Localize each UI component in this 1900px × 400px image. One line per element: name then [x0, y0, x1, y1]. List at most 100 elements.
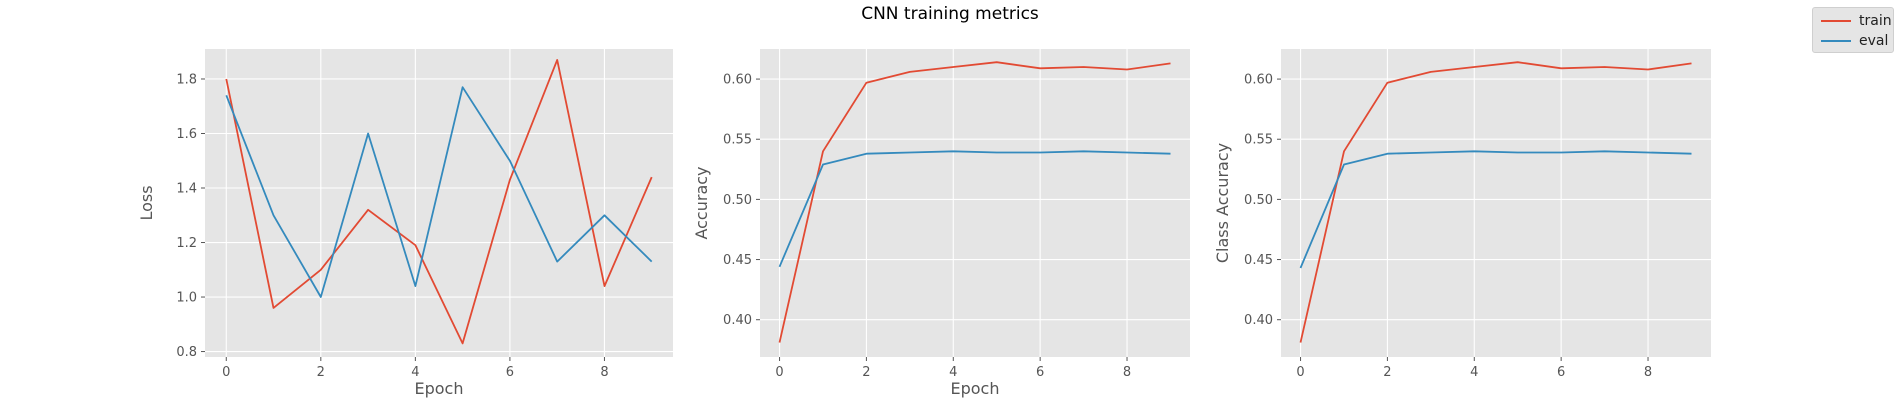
- panel-1-point-eval: [225, 94, 227, 96]
- panel-2-point-train: [865, 81, 867, 83]
- panel-2-point-train: [909, 71, 911, 73]
- panel-1-y-tick-label: 1.2: [176, 236, 197, 251]
- panel-1-x-tick-label: 6: [506, 365, 514, 380]
- panel-3-x-tick-label: 4: [1470, 365, 1478, 380]
- panel-2-y-tick-label: 0.60: [723, 73, 752, 88]
- panel-3-point-eval: [1647, 151, 1649, 153]
- panel-2-y-tick-label: 0.40: [723, 313, 752, 328]
- panel-3-point-train: [1560, 67, 1562, 69]
- panel-2-point-train: [778, 341, 780, 343]
- panel-2-point-eval: [1039, 151, 1041, 153]
- panel-3-point-train: [1517, 61, 1519, 63]
- panel-2-point-eval: [996, 151, 998, 153]
- panel-3-point-eval: [1690, 152, 1692, 154]
- panel-1-point-eval: [272, 214, 274, 216]
- panel-1-point-train: [603, 285, 605, 287]
- panel-2-x-tick-label: 2: [862, 365, 870, 380]
- panel-1-point-train: [225, 78, 227, 80]
- panel-2-point-eval: [822, 163, 824, 165]
- panel-2-y-axis-label: Accuracy: [692, 166, 711, 239]
- panel-1-point-train: [272, 307, 274, 309]
- panel-1-point-train: [414, 244, 416, 246]
- panel-1-x-axis-label: Epoch: [415, 379, 464, 398]
- legend-swatch-eval: [1821, 40, 1851, 42]
- panel-1-point-eval: [556, 260, 558, 262]
- legend-label-eval: eval: [1859, 33, 1889, 49]
- panel-2-x-tick-label: 8: [1123, 365, 1131, 380]
- panel-3-point-train: [1299, 341, 1301, 343]
- panel-1-point-eval: [461, 86, 463, 88]
- legend-label-train: train: [1859, 13, 1892, 29]
- panel-1-x-tick-label: 0: [222, 365, 230, 380]
- panel-1-background: [205, 49, 673, 357]
- panel-2-y-tick-label: 0.45: [723, 253, 752, 268]
- panel-1-point-train: [320, 269, 322, 271]
- panel-3-point-train: [1430, 71, 1432, 73]
- panel-3-x-tick-label: 0: [1296, 365, 1304, 380]
- panel-1-point-train: [651, 176, 653, 178]
- panel-1-y-tick-label: 1.4: [176, 182, 197, 197]
- panel-1-point-eval: [603, 214, 605, 216]
- panel-3-point-eval: [1603, 150, 1605, 152]
- panel-3-y-axis-label: Class Accuracy: [1213, 143, 1232, 263]
- panel-2-x-axis-label: Epoch: [951, 379, 1000, 398]
- panel-1-point-train: [367, 209, 369, 211]
- panel-2-point-eval: [952, 150, 954, 152]
- panel-2-y-tick-label: 0.50: [723, 193, 752, 208]
- panel-3-background: [1281, 49, 1711, 357]
- panel-3-point-eval: [1560, 151, 1562, 153]
- panel-2-x-tick-label: 6: [1036, 365, 1044, 380]
- panel-1-point-train: [509, 179, 511, 181]
- panel-2-point-train: [1126, 68, 1128, 70]
- panel-3-y-tick-label: 0.55: [1244, 133, 1273, 148]
- figure-title: CNN training metrics: [861, 4, 1039, 24]
- panel-2-y-tick-label: 0.55: [723, 133, 752, 148]
- panel-3-point-train: [1473, 66, 1475, 68]
- panel-1-x-tick-label: 2: [317, 365, 325, 380]
- panel-3-x-tick-label: 8: [1644, 365, 1652, 380]
- panel-3-point-train: [1690, 62, 1692, 64]
- panel-1-point-eval: [651, 260, 653, 262]
- panel-2-x-tick-label: 4: [949, 365, 957, 380]
- panel-2-point-eval: [1082, 150, 1084, 152]
- panel-3-point-train: [1386, 81, 1388, 83]
- panel-3-point-train: [1343, 150, 1345, 152]
- panel-1-point-eval: [509, 160, 511, 162]
- panel-3-x-tick-label: 2: [1383, 365, 1391, 380]
- panel-1-point-train: [556, 59, 558, 61]
- panel-1-series-train: [225, 59, 653, 345]
- panel-2-point-train: [822, 150, 824, 152]
- panel-3-point-train: [1603, 66, 1605, 68]
- panel-3-point-eval: [1343, 163, 1345, 165]
- panel-2-point-eval: [1126, 151, 1128, 153]
- panel-1-y-tick-label: 1.6: [176, 127, 197, 142]
- panel-1-y-tick-label: 1.8: [176, 72, 197, 87]
- panel-1-point-eval: [414, 285, 416, 287]
- panel-2-point-eval: [778, 266, 780, 268]
- panel-1-y-axis-label: Loss: [137, 185, 156, 220]
- legend-swatch-train: [1821, 20, 1851, 22]
- panel-1-series-eval: [225, 86, 653, 298]
- panel-3-point-eval: [1430, 151, 1432, 153]
- panel-3-y-tick-label: 0.40: [1244, 313, 1273, 328]
- panel-3-point-train: [1647, 68, 1649, 70]
- panel-1-x-tick-label: 8: [600, 365, 608, 380]
- panel-2-point-train: [952, 66, 954, 68]
- panel-2-point-train: [1169, 62, 1171, 64]
- panel-3-y-tick-label: 0.45: [1244, 253, 1273, 268]
- panel-1-y-tick-label: 1.0: [176, 291, 197, 306]
- panel-3-series-train: [1299, 61, 1692, 343]
- panel-2-series-train: [778, 61, 1171, 343]
- legend-item-train: train: [1821, 12, 1892, 30]
- panel-3-series-eval: [1299, 150, 1692, 269]
- panel-2-point-eval: [1169, 152, 1171, 154]
- panel-3-point-eval: [1473, 150, 1475, 152]
- panel-3-point-eval: [1299, 267, 1301, 269]
- panel-1-point-eval: [367, 132, 369, 134]
- panel-2-point-train: [1082, 66, 1084, 68]
- panel-1-point-train: [461, 342, 463, 344]
- panel-2-background: [760, 49, 1190, 357]
- legend: train eval: [1812, 7, 1894, 53]
